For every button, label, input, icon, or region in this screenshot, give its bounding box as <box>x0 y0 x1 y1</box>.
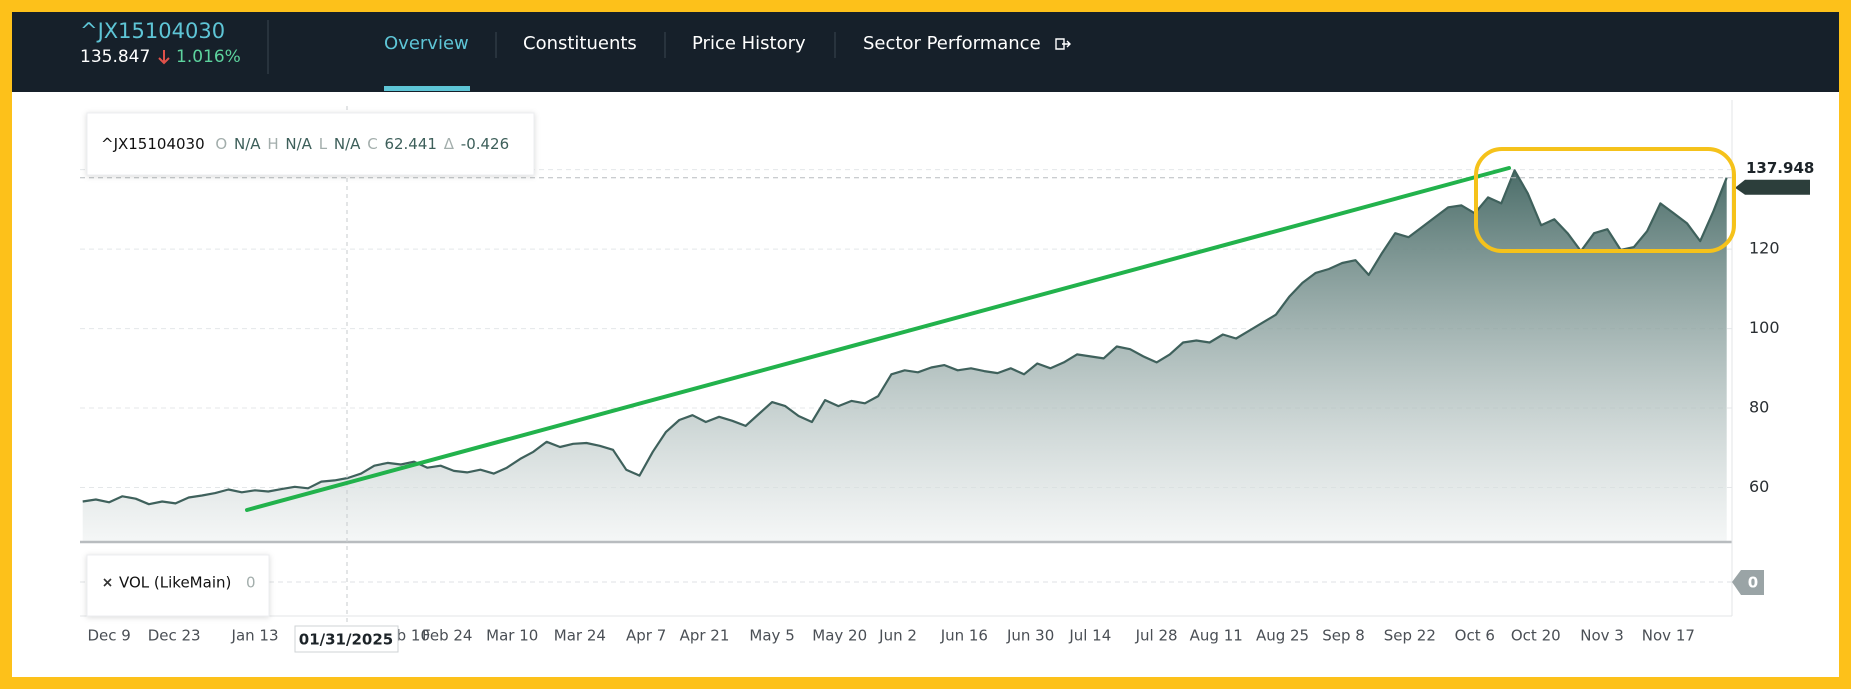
y-tick-label: 80 <box>1749 398 1769 417</box>
x-tick-label: Mar 10 <box>486 627 538 645</box>
ohlc-legend: ^JX15104030 O N/A H N/A L N/A C 62.441 Δ… <box>101 135 509 153</box>
volume-legend-box <box>86 554 270 617</box>
price: 135.847 <box>80 47 150 67</box>
legend-label: L <box>319 135 328 153</box>
price-line <box>82 169 1728 506</box>
x-tick-label: Jun 16 <box>940 627 988 645</box>
legend-label: H <box>267 135 278 153</box>
legend-value: 62.441 <box>384 135 437 153</box>
area <box>82 170 1727 542</box>
close-icon[interactable] <box>103 578 112 587</box>
x-tick-label: May 20 <box>812 627 867 645</box>
x-tick-label: Dec 9 <box>87 627 130 645</box>
x-tick-label: Apr 21 <box>680 627 730 645</box>
price-tag-bg <box>1740 157 1812 180</box>
volume-label: VOL (LikeMain) <box>119 574 231 592</box>
x-tick-label: Jul 14 <box>1068 627 1111 645</box>
x-tick-label: Aug 25 <box>1256 627 1309 645</box>
down-arrow <box>158 50 170 65</box>
x-tick-label: Mar 24 <box>554 627 606 645</box>
legend-box <box>86 112 535 176</box>
legend-label: Δ <box>444 135 455 153</box>
x-tick-label: Aug 11 <box>1190 627 1243 645</box>
tab[interactable]: Constituents <box>523 33 637 54</box>
volume-value: 0 <box>246 574 256 592</box>
x-tick-label: Sep 8 <box>1322 627 1365 645</box>
x-tick-label: Jan 13 <box>231 627 279 645</box>
crosshair-date-box <box>294 625 399 653</box>
legend-label: O <box>215 135 227 153</box>
tab[interactable]: Overview <box>384 33 469 54</box>
y-tick-label: 100 <box>1749 318 1780 337</box>
x-tick-label: Feb 24 <box>422 627 472 645</box>
volume-tag <box>1732 570 1764 595</box>
legend-symbol: ^JX15104030 <box>101 135 205 153</box>
x-tick-label: Nov 17 <box>1642 627 1695 645</box>
y-tick-label: 60 <box>1749 477 1769 496</box>
x-tick-label: Oct 6 <box>1455 627 1495 645</box>
x-tick-label: Jun 2 <box>878 627 917 645</box>
header-bar <box>12 12 1839 92</box>
highlight-annotation <box>1474 147 1736 253</box>
chart: 6080100120140137.948 <box>80 157 1814 542</box>
external-icon <box>1055 38 1071 50</box>
tab-underline <box>384 86 470 91</box>
x-tick-label: May 5 <box>749 627 794 645</box>
x-tick-label: Sep 22 <box>1384 627 1436 645</box>
x-tick-label: Jul 28 <box>1135 627 1178 645</box>
y-tick-label: 120 <box>1749 239 1780 258</box>
crosshair-date: 01/31/2025 <box>299 631 393 649</box>
x-tick-label: Jun 30 <box>1006 627 1054 645</box>
volume-tag-value: 0 <box>1748 574 1758 592</box>
tab[interactable]: Sector Performance <box>863 33 1041 54</box>
x-tick-label: Nov 3 <box>1580 627 1624 645</box>
legend-value: N/A <box>285 135 312 153</box>
change: 1.016% <box>176 47 241 67</box>
tab[interactable]: Price History <box>692 33 806 54</box>
trend-annotation <box>245 166 1511 512</box>
x-tick-label: Apr 7 <box>626 627 666 645</box>
legend-value: N/A <box>234 135 261 153</box>
legend-value: N/A <box>334 135 361 153</box>
x-tick-label: Oct 20 <box>1511 627 1561 645</box>
legend-label: C <box>367 135 377 153</box>
price-tag-label: 137.948 <box>1746 159 1814 177</box>
symbol: ^JX15104030 <box>80 19 225 43</box>
legend-value: -0.426 <box>461 135 509 153</box>
price-tag <box>1735 179 1810 195</box>
x-tick-label: Dec 23 <box>148 627 201 645</box>
